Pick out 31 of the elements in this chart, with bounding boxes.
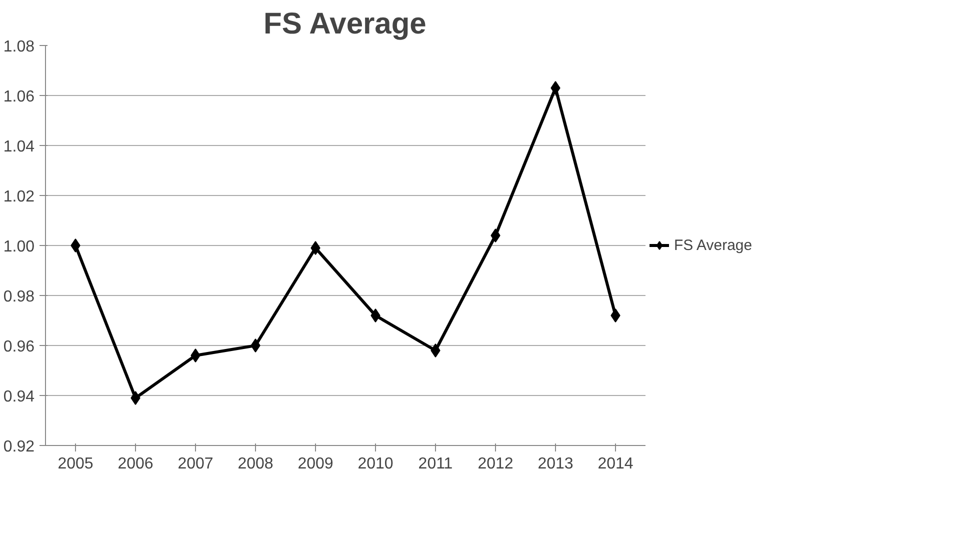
point xyxy=(130,391,140,405)
y-tick-label: 0.96 xyxy=(3,338,35,356)
point xyxy=(250,338,260,352)
point xyxy=(370,308,380,322)
x-tick-label: 2012 xyxy=(478,456,514,472)
chart-title: FS Average xyxy=(264,8,426,40)
y-tick-label: 1.02 xyxy=(3,188,35,206)
y-tick-label: 0.94 xyxy=(3,388,35,406)
point xyxy=(190,348,200,362)
x-tick-label: 2009 xyxy=(298,456,334,472)
x-tick-label: 2013 xyxy=(538,456,574,472)
x-tick-label: 2011 xyxy=(418,456,453,472)
point xyxy=(430,344,440,358)
x-tick-label: 2007 xyxy=(178,456,214,472)
x-tick-label: 2006 xyxy=(118,456,154,472)
point xyxy=(310,241,320,255)
x-tick-label: 2010 xyxy=(358,456,394,472)
x-tick-label: 2014 xyxy=(598,456,634,472)
y-tick-label: 0.92 xyxy=(3,438,35,456)
y-tick-label: 1.08 xyxy=(3,38,35,56)
point xyxy=(550,81,560,95)
y-tick-label: 1.00 xyxy=(3,238,35,256)
x-tick-label: 2008 xyxy=(238,456,274,472)
point xyxy=(610,308,620,322)
y-tick-label: 1.04 xyxy=(3,138,35,156)
point xyxy=(490,228,500,242)
point xyxy=(70,238,80,252)
legend-label: FS Average xyxy=(674,236,752,254)
y-tick-label: 1.06 xyxy=(3,88,35,106)
y-tick-label: 0.98 xyxy=(3,288,35,306)
x-tick-label: 2005 xyxy=(58,456,94,472)
